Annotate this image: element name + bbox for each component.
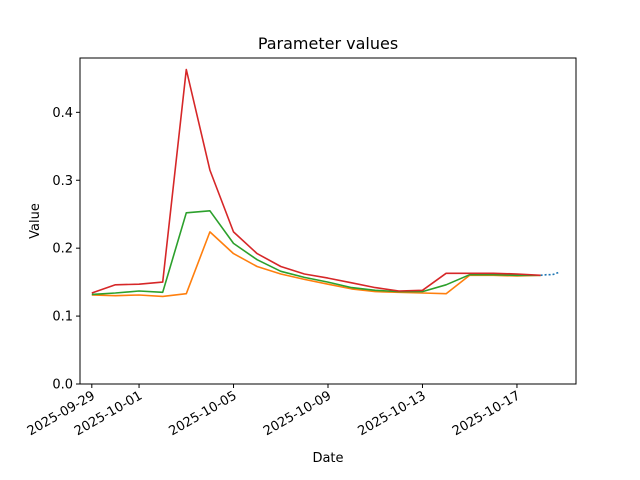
y-tick-label: 0.0: [52, 378, 73, 393]
series-line-4: [91, 68, 541, 294]
y-axis: 0.0 0.1 0.2 0.3 0.4: [52, 106, 80, 393]
y-tick-label: 0.3: [52, 174, 73, 189]
series-layer: [91, 68, 559, 298]
y-tick-label: 0.2: [52, 242, 73, 257]
series-line-2: [91, 231, 541, 298]
y-tick-label: 0.4: [52, 106, 73, 121]
series-line-1: [540, 271, 559, 277]
series-line-3: [91, 210, 541, 296]
y-axis-title: Value: [28, 203, 43, 239]
chart-title: Parameter values: [258, 34, 398, 53]
x-axis-title: Date: [312, 451, 343, 466]
y-tick-label: 0.1: [52, 310, 73, 325]
